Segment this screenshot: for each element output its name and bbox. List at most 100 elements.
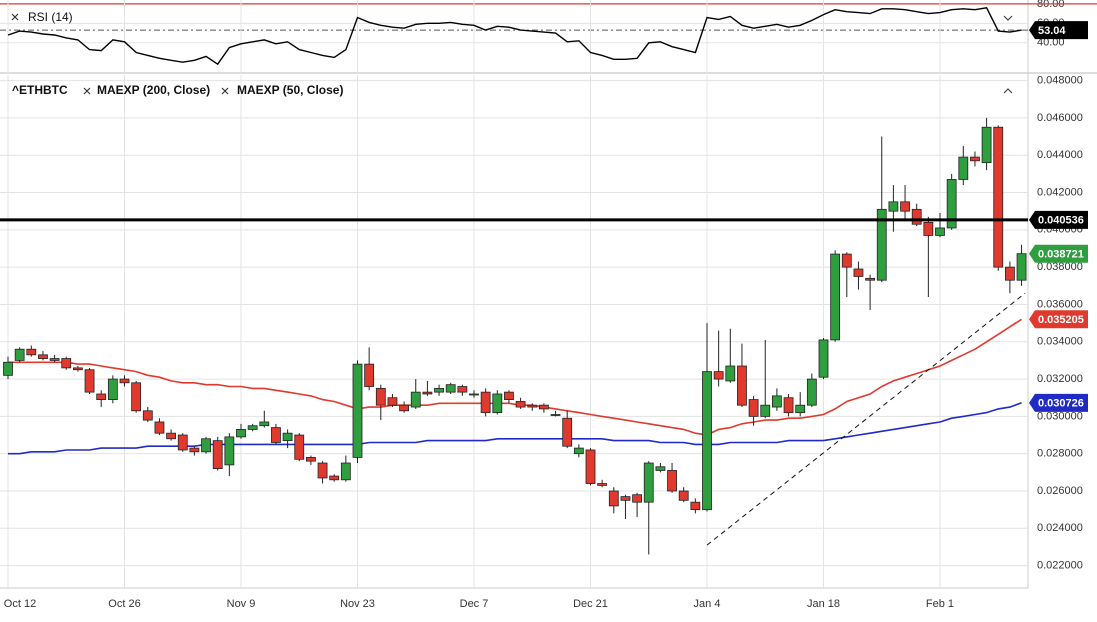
x-tick-label: Jan 18: [807, 598, 840, 610]
x-tick-label: Dec 21: [573, 598, 608, 610]
candle-body: [597, 483, 608, 486]
candle-body: [550, 414, 561, 416]
close-icon[interactable]: [11, 13, 19, 21]
candle-body: [247, 425, 258, 430]
candle-body: [865, 277, 875, 281]
legend-label: MAEXP (200, Close): [97, 83, 210, 97]
candle-body: [608, 490, 619, 507]
candle-body: [737, 365, 747, 406]
candle-body: [317, 462, 328, 479]
candle-body: [900, 201, 910, 212]
candle-body: [876, 208, 887, 281]
candle-body: [911, 208, 922, 225]
collapse-icon[interactable]: [1003, 15, 1013, 21]
candle-body: [690, 501, 701, 511]
y-tick-label: 0.038000: [1037, 261, 1083, 273]
candle-body: [806, 378, 817, 406]
last-price-tag-bg: [1029, 244, 1088, 263]
candle-body: [923, 221, 934, 236]
y-tick-label: 0.048000: [1037, 75, 1083, 87]
candle-body: [177, 434, 188, 451]
ema-tag-bg: [1029, 393, 1088, 412]
candle-body: [236, 429, 246, 438]
tags: 53.04 0.040536 0.038721 0.030726 0.035205: [1029, 21, 1088, 412]
candle-body: [282, 432, 293, 442]
candle-body: [224, 436, 235, 466]
candle-body: [259, 421, 270, 427]
candle-body: [3, 361, 13, 376]
candle-body: [678, 490, 689, 501]
close-icon[interactable]: [221, 87, 229, 95]
trendline: [706, 292, 1026, 546]
candle-body: [713, 371, 724, 380]
candle-body: [434, 387, 444, 393]
candle-body: [84, 369, 95, 393]
last-value-tag: 53.04: [1038, 25, 1066, 37]
x-tick-label: Oct 12: [4, 598, 36, 610]
candle-body: [993, 126, 1004, 268]
rsi-line: [7, 7, 1022, 66]
candle-body: [73, 367, 83, 371]
candle-body: [585, 449, 596, 484]
candle-body: [795, 404, 806, 414]
x-tick-label: Nov 23: [340, 598, 375, 610]
candle-body: [1016, 253, 1027, 281]
y-tick-label: 0.024000: [1037, 522, 1083, 534]
y-tick-label: 80.00: [1037, 0, 1065, 10]
y-tick-label: 0.046000: [1037, 112, 1083, 124]
candle-body: [1005, 266, 1015, 281]
candle-body: [970, 156, 980, 162]
candle-body: [131, 382, 142, 412]
candle-body: [422, 391, 433, 395]
hline-tag: 0.040536: [1038, 215, 1084, 227]
close-icon[interactable]: [83, 87, 91, 95]
last-value-tag-bg: [1029, 21, 1088, 40]
candle-body: [841, 253, 852, 268]
y-tick-label: 40.00: [1037, 37, 1065, 49]
y-tick-label: 0.044000: [1037, 149, 1083, 161]
x-tick-label: Dec 7: [460, 598, 489, 610]
candle-body: [212, 440, 223, 470]
collapse-icon[interactable]: [1003, 88, 1013, 94]
ema-line: [8, 318, 1023, 436]
candle-body: [981, 126, 992, 164]
candle-body: [142, 410, 153, 421]
candle-body: [457, 386, 468, 393]
candle-body: [96, 393, 107, 400]
candle-body: [562, 417, 573, 447]
candle-body: [702, 371, 712, 511]
candle-body: [725, 365, 736, 382]
y-tick-label: 0.028000: [1037, 448, 1083, 460]
candle-body: [818, 339, 829, 378]
marks: [0, 7, 1028, 555]
candle-body: [107, 378, 118, 400]
candle-body: [445, 384, 456, 393]
candle-body: [935, 227, 945, 236]
legend-label: MAEXP (50, Close): [237, 83, 343, 97]
y-tick-label: 0.026000: [1037, 485, 1083, 497]
y-tick-label: 0.042000: [1037, 186, 1083, 198]
candle-body: [783, 397, 794, 414]
candle-body: [364, 363, 375, 387]
y-tick-label: 0.034000: [1037, 336, 1083, 348]
candle-body: [294, 434, 305, 460]
candle-body: [329, 475, 340, 481]
candle-body: [655, 466, 666, 471]
candle-body: [620, 496, 631, 501]
candle-body: [26, 348, 37, 356]
candle-body: [410, 391, 421, 408]
hline-tag-bg: [1029, 210, 1088, 229]
candle-body: [492, 393, 503, 414]
legend-label: RSI (14): [28, 10, 73, 24]
candle-body: [830, 253, 841, 341]
rsi-legend[interactable]: RSI (14): [11, 10, 73, 24]
candle-body: [340, 462, 351, 481]
legend-label: ^ETHBTC: [12, 83, 68, 97]
ema-tag-bg: [1029, 310, 1088, 329]
candle-body: [748, 399, 759, 417]
candle-body: [271, 427, 281, 443]
candle-body: [61, 358, 72, 369]
price-legend[interactable]: ^ETHBTC MAEXP (200, Close) MAEXP (50, Cl…: [12, 83, 343, 97]
